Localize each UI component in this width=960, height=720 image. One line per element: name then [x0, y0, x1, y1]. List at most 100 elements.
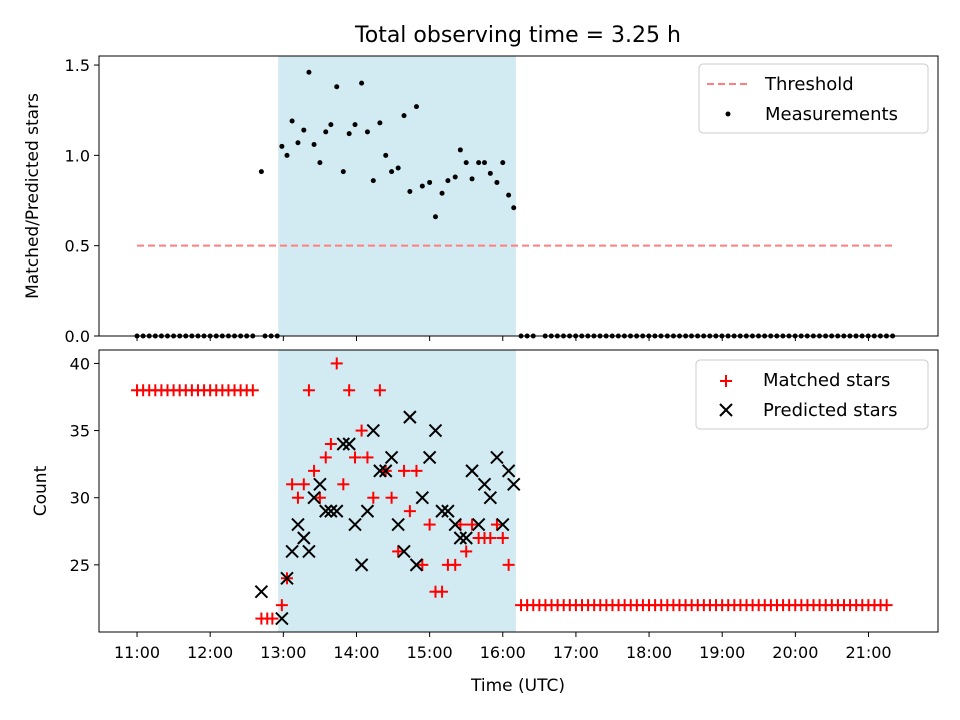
- measurement-point: [359, 80, 365, 86]
- measurement-point: [317, 160, 323, 166]
- bottom-y-axis-label: Count: [31, 465, 51, 516]
- measurements-legend-swatch: [725, 111, 731, 117]
- predicted-star-point: [483, 491, 498, 505]
- x-tick-label: 13:00: [260, 643, 306, 662]
- measurement-point: [364, 129, 370, 135]
- measurement-point: [494, 179, 500, 185]
- matched-star-point: [343, 384, 356, 397]
- matched-star-point: [416, 558, 429, 571]
- predicted-star-point: [409, 558, 424, 572]
- top-y-tick-label: 1.0: [65, 146, 90, 165]
- matched-star-point: [880, 599, 893, 612]
- predicted-star-point: [496, 517, 510, 532]
- measurement-point: [511, 205, 517, 211]
- matched-star-point: [423, 518, 436, 531]
- measurement-point: [328, 122, 334, 128]
- matched-star-point: [385, 491, 398, 504]
- matched-star-point: [330, 357, 343, 370]
- bottom-y-tick-label: 30: [70, 489, 90, 508]
- x-tick-label: 15:00: [407, 643, 453, 662]
- predicted-star-point: [324, 504, 338, 518]
- matched-star-point: [308, 464, 321, 477]
- matched-star-point: [490, 518, 503, 531]
- x-tick-label: 19:00: [699, 643, 745, 662]
- matched-star-point: [367, 491, 380, 504]
- x-tick-label: 21:00: [845, 643, 891, 662]
- matched-star-point: [410, 464, 423, 477]
- predicted-star-point: [490, 450, 504, 465]
- predicted-star-point: [507, 477, 521, 491]
- top-panel: 0.0 0.5 1.0 1.5 Matched/Predicted stars Thr…: [23, 55, 939, 346]
- matched-legend-swatch: [720, 375, 732, 387]
- top-y-tick-label: 0.5: [65, 237, 90, 256]
- predicted-star-point: [415, 491, 430, 505]
- measurement-point: [352, 122, 358, 128]
- predicted-star-point: [313, 477, 327, 491]
- predicted-legend-swatch: [719, 403, 733, 417]
- predicted-star-point: [280, 571, 294, 585]
- bottom-legend: Matched stars Predicted stars: [695, 359, 929, 430]
- matched-star-point: [484, 532, 497, 544]
- predicted-star-point: [342, 437, 356, 451]
- measurement-point: [500, 160, 506, 166]
- matched-star-point: [349, 451, 362, 464]
- matched-star-point: [502, 558, 515, 571]
- predicted-star-point: [291, 517, 305, 532]
- predicted-star-point: [348, 517, 362, 532]
- measurement-point: [389, 169, 395, 175]
- measurement-point: [469, 176, 475, 182]
- predicted-star-point: [435, 504, 449, 518]
- measurement-point: [377, 120, 383, 126]
- predicted-star-point: [302, 544, 316, 559]
- x-tick-label: 18:00: [626, 643, 672, 662]
- bottom-data-marks: [131, 357, 893, 626]
- matched-star-point: [302, 384, 315, 397]
- measurement-point: [407, 188, 413, 194]
- x-tick-label: 11:00: [114, 643, 160, 662]
- matched-star-point: [275, 599, 288, 612]
- matched-star-point: [266, 612, 279, 625]
- predicted-star-point: [379, 464, 393, 478]
- x-axis-label: Time (UTC): [470, 676, 565, 696]
- measurement-point: [284, 152, 290, 158]
- bottom-plot-frame: [98, 349, 939, 633]
- x-tick-label: 14:00: [333, 643, 379, 662]
- measurement-point: [311, 142, 317, 148]
- bottom-y-tick-label: 35: [70, 422, 90, 441]
- matched-star-point: [324, 438, 337, 450]
- measurement-point: [258, 169, 264, 175]
- predicted-legend-label: Predicted stars: [763, 400, 897, 421]
- predicted-star-point: [422, 450, 437, 465]
- x-tick-label: 20:00: [772, 643, 818, 662]
- measurement-point: [279, 143, 285, 149]
- predicted-star-point: [373, 464, 387, 478]
- predicted-star-point: [384, 450, 399, 465]
- predicted-star-point: [477, 477, 492, 491]
- threshold-legend-label: Threshold: [764, 74, 854, 95]
- matched-star-point: [286, 478, 299, 491]
- predicted-star-point: [275, 611, 289, 626]
- matched-star-point: [466, 518, 479, 531]
- predicted-star-point: [319, 504, 333, 518]
- matched-star-point: [297, 478, 310, 491]
- predicted-star-point: [448, 517, 462, 532]
- predicted-star-point: [397, 544, 411, 559]
- measurement-point: [295, 140, 301, 146]
- measurement-point: [370, 178, 376, 184]
- measurement-point: [413, 104, 419, 110]
- measurement-point: [334, 84, 340, 90]
- x-tick-label: 16:00: [480, 643, 526, 662]
- bottom-x-axis: 11:00 12:00 13:00 14:00 15:00 16:00 17:00 18:00…: [114, 632, 892, 662]
- top-y-tick-label: 1.5: [65, 56, 90, 75]
- matched-star-point: [449, 558, 462, 571]
- predicted-star-point: [428, 423, 443, 438]
- matched-star-point: [361, 451, 374, 464]
- measurement-point: [323, 129, 329, 135]
- matched-star-point: [460, 545, 473, 558]
- measurement-point: [439, 190, 445, 196]
- predicted-star-point: [297, 531, 311, 545]
- bottom-y-tick-label: 40: [70, 354, 90, 373]
- top-legend-box: [698, 63, 929, 134]
- matched-star-point: [373, 384, 386, 397]
- matched-star-point: [337, 478, 350, 491]
